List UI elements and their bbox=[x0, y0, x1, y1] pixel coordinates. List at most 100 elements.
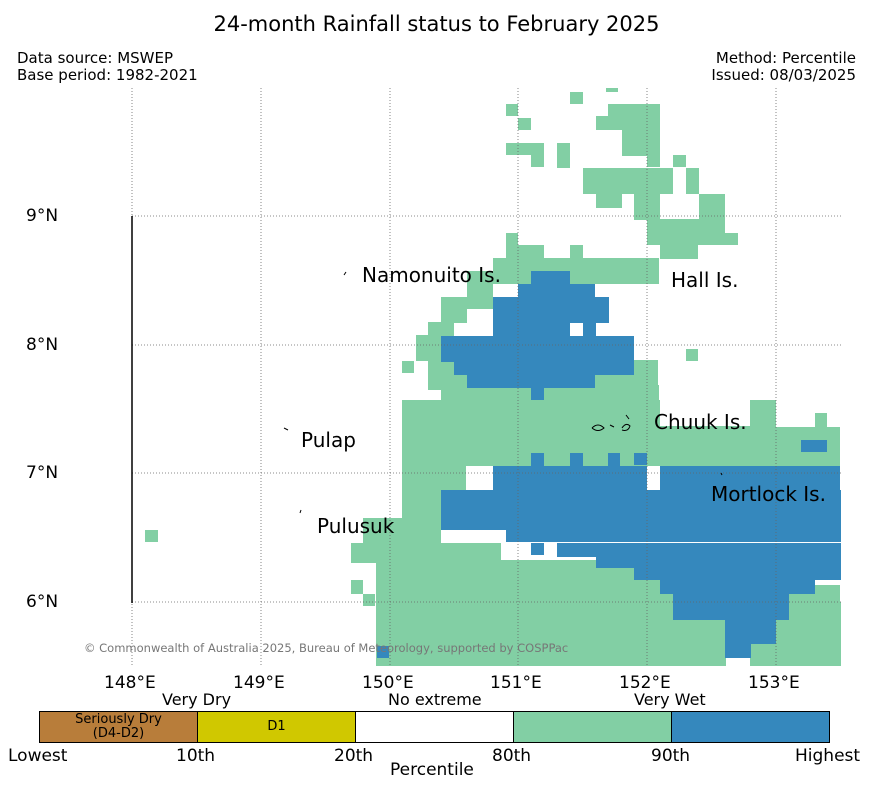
highest-cell-8 bbox=[531, 388, 544, 400]
rainfall-grid-cells bbox=[145, 88, 841, 666]
highest-cell-21 bbox=[725, 644, 751, 658]
pulusuk-island-shape bbox=[299, 509, 302, 514]
lat-label-6n: 6°N bbox=[26, 592, 59, 612]
very-wet-cell-4 bbox=[518, 118, 531, 130]
lat-label-9n: 9°N bbox=[26, 206, 59, 226]
very-wet-cell-50 bbox=[351, 580, 363, 594]
highest-cell-26 bbox=[608, 453, 620, 467]
legend-axis-label: Percentile bbox=[390, 760, 474, 780]
highest-cell-2 bbox=[493, 297, 609, 323]
very-wet-cell-28 bbox=[416, 335, 442, 361]
highest-cell-20 bbox=[725, 618, 776, 644]
lat-label-7n: 7°N bbox=[26, 463, 59, 483]
highest-cell-5 bbox=[441, 336, 634, 362]
very-wet-cell-3 bbox=[608, 104, 660, 116]
highest-cell-18 bbox=[660, 580, 815, 594]
highest-cell-16 bbox=[596, 556, 841, 568]
highest-cell-13 bbox=[506, 530, 841, 542]
lon-label-149e: 149°E bbox=[233, 673, 285, 693]
very-wet-cell-18 bbox=[647, 219, 725, 245]
lon-label-151e: 151°E bbox=[490, 673, 542, 693]
very-wet-cell-24 bbox=[493, 258, 659, 284]
highest-cell-25 bbox=[570, 453, 583, 467]
method-text: Method: Percentile bbox=[715, 49, 856, 67]
very-wet-cell-1 bbox=[570, 92, 583, 104]
very-wet-cell-41 bbox=[351, 543, 501, 563]
highest-cell-9 bbox=[608, 361, 634, 375]
highest-cell-27 bbox=[377, 646, 389, 658]
very-wet-cell-19 bbox=[660, 245, 698, 259]
highest-cell-4 bbox=[583, 322, 596, 336]
very-wet-cell-51 bbox=[363, 594, 375, 606]
highest-cell-1 bbox=[518, 284, 595, 298]
legend-very-dry-label: Very Dry bbox=[162, 690, 232, 709]
highest-cell-19 bbox=[673, 594, 789, 620]
very-wet-cell-14 bbox=[686, 168, 699, 194]
very-wet-cell-15 bbox=[596, 194, 622, 208]
place-label-pulusuk: Pulusuk bbox=[317, 514, 395, 538]
highest-cell-24 bbox=[531, 453, 544, 467]
legend-d1-label: D1 bbox=[267, 719, 286, 734]
highest-cell-22 bbox=[801, 440, 827, 452]
copyright-credit: © Commonwealth of Australia 2025, Bureau… bbox=[84, 641, 569, 655]
highest-cell-7 bbox=[467, 374, 595, 388]
very-wet-cell-26 bbox=[441, 297, 467, 323]
lon-label-152e: 152°E bbox=[619, 673, 671, 693]
very-wet-cell-27 bbox=[428, 322, 454, 336]
lon-label-150e: 150°E bbox=[362, 673, 414, 693]
legend-no-extreme-label: No extreme bbox=[388, 690, 482, 709]
highest-cell-17 bbox=[634, 568, 841, 580]
very-wet-cell-8 bbox=[531, 155, 544, 167]
issued-text: Issued: 08/03/2025 bbox=[711, 66, 856, 84]
very-wet-cell-11 bbox=[647, 155, 660, 167]
legend-seriously-dry-sub: (D4-D2) bbox=[92, 726, 145, 741]
base-period-text: Base period: 1982-2021 bbox=[17, 66, 198, 84]
metadata-left: Data source: MSWEP Base period: 1982-202… bbox=[17, 50, 198, 84]
highest-cell-3 bbox=[493, 322, 570, 336]
very-wet-cell-40 bbox=[363, 518, 441, 544]
place-label-namonuito: Namonuito Is. bbox=[362, 263, 501, 287]
map-title: 24-month Rainfall status to February 202… bbox=[213, 12, 660, 36]
island-markers bbox=[283, 271, 723, 514]
lon-label-148e: 148°E bbox=[104, 673, 156, 693]
very-wet-cell-25 bbox=[467, 271, 493, 309]
mortlock-island-shape bbox=[720, 472, 723, 476]
place-label-pulap: Pulap bbox=[301, 428, 356, 452]
highest-cell-0 bbox=[531, 271, 570, 285]
very-wet-cell-29 bbox=[402, 361, 414, 373]
very-wet-cell-9 bbox=[557, 143, 570, 168]
namonuito-island-shape bbox=[343, 271, 347, 276]
very-wet-cell-36 bbox=[815, 413, 827, 427]
legend-very-wet-swatch bbox=[513, 711, 672, 743]
pulap-island-shape bbox=[283, 427, 289, 431]
highest-cell-14 bbox=[531, 543, 544, 555]
very-wet-cell-46 bbox=[376, 640, 726, 666]
legend-seriously-dry-swatch: Seriously Dry (D4-D2) bbox=[39, 711, 198, 743]
very-wet-cell-53 bbox=[145, 530, 158, 542]
rainfall-map bbox=[131, 88, 841, 666]
place-label-mortlock: Mortlock Is. bbox=[711, 482, 826, 506]
legend-tick-highest: Highest bbox=[795, 746, 861, 766]
very-wet-cell-43 bbox=[376, 580, 696, 600]
very-wet-cell-7 bbox=[518, 143, 544, 155]
metadata-right: Method: Percentile Issued: 08/03/2025 bbox=[711, 50, 856, 84]
very-wet-cell-45 bbox=[376, 620, 726, 640]
very-wet-cell-44 bbox=[376, 600, 673, 622]
lon-label-153e: 153°E bbox=[748, 673, 800, 693]
very-wet-cell-12 bbox=[673, 155, 686, 167]
legend-very-wet-label: Very Wet bbox=[634, 690, 706, 709]
legend-tick-80th: 80th bbox=[492, 746, 532, 766]
legend-seriously-dry-label: Seriously Dry bbox=[75, 712, 162, 727]
legend-tick-90th: 90th bbox=[651, 746, 691, 766]
chuuk-island-shape bbox=[591, 414, 631, 431]
data-source-text: Data source: MSWEP bbox=[17, 49, 174, 67]
place-label-hall: Hall Is. bbox=[671, 268, 739, 292]
lat-label-8n: 8°N bbox=[26, 335, 59, 355]
highest-cell-12 bbox=[441, 490, 841, 530]
very-wet-cell-52 bbox=[818, 602, 841, 666]
legend-tick-10th: 10th bbox=[176, 746, 216, 766]
very-wet-cell-33 bbox=[686, 349, 698, 361]
highest-cell-23 bbox=[634, 453, 647, 465]
very-wet-cell-20 bbox=[725, 233, 738, 245]
place-label-chuuk: Chuuk Is. bbox=[654, 410, 747, 434]
